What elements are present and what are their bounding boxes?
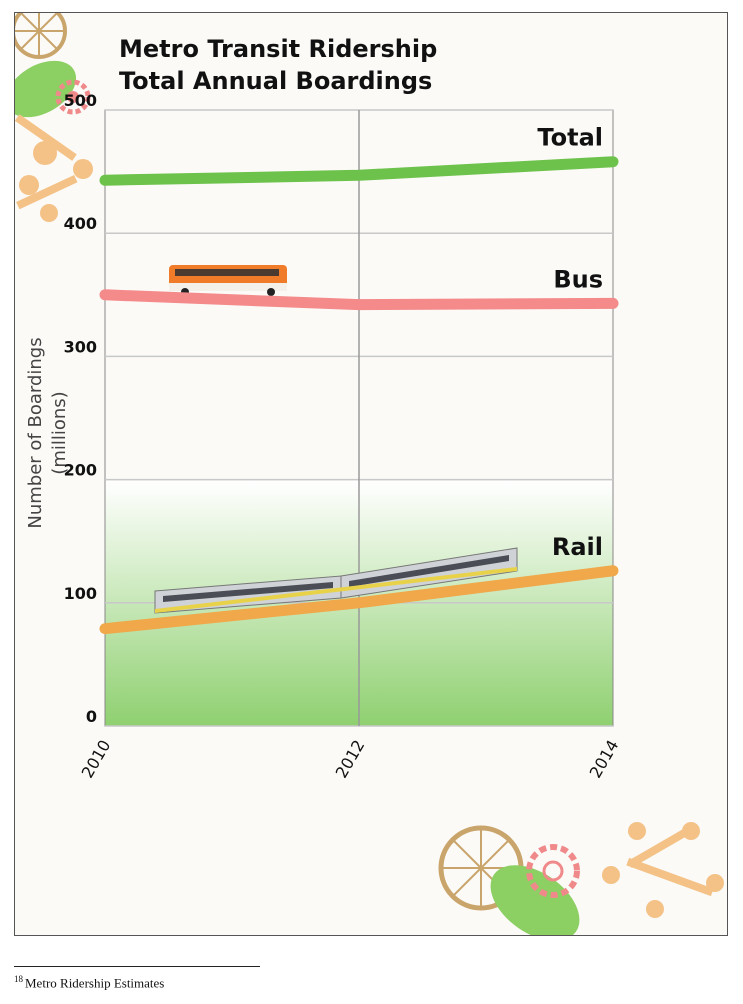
decorative-people-icon bbox=[602, 822, 724, 918]
data-point-rail bbox=[612, 569, 614, 572]
data-point-bus bbox=[104, 293, 106, 296]
series-layer bbox=[99, 156, 619, 635]
footnote: 18 Metro Ridership Estimates bbox=[14, 974, 164, 991]
chart-canvas: 0 100 200 300 400 500 2010 2012 2014 Number of … bbox=[15, 13, 724, 935]
data-point-bus bbox=[612, 302, 614, 305]
footnote-number: 18 bbox=[14, 974, 23, 984]
data-point-rail bbox=[104, 627, 106, 630]
decorative-wheel-icon bbox=[15, 13, 67, 59]
gridlines bbox=[105, 109, 613, 727]
y-axis-ticks: 0 100 200 300 400 500 bbox=[64, 91, 97, 726]
chart-title-block: Metro Transit Ridership Total Annual Boa… bbox=[119, 33, 437, 97]
series-label-bus: Bus bbox=[553, 265, 603, 293]
decorative-leaf-icon bbox=[15, 60, 77, 118]
series-label-rail: Rail bbox=[552, 533, 603, 561]
series-labels: Total Bus Rail bbox=[537, 124, 603, 561]
series-label-total: Total bbox=[537, 124, 603, 152]
y-tick-label: 100 bbox=[64, 584, 97, 603]
y-tick-label: 300 bbox=[64, 337, 97, 356]
data-point-total bbox=[612, 160, 614, 163]
x-axis-ticks: 2010 2012 2014 bbox=[78, 737, 623, 782]
y-axis-unit-label: (millions) bbox=[49, 391, 70, 474]
data-point-rail bbox=[358, 601, 360, 604]
y-axis-label: Number of Boardings bbox=[25, 337, 46, 528]
y-tick-label: 500 bbox=[64, 91, 97, 110]
footnote-rule bbox=[14, 966, 260, 967]
x-tick-label: 2010 bbox=[78, 737, 115, 782]
decorative-gear-icon bbox=[526, 844, 580, 898]
bus-illustration bbox=[169, 265, 287, 296]
y-tick-label: 0 bbox=[86, 707, 97, 726]
data-point-total bbox=[104, 179, 106, 182]
x-tick-label: 2014 bbox=[586, 737, 623, 782]
y-tick-label: 200 bbox=[64, 461, 97, 480]
data-point-bus bbox=[358, 303, 360, 306]
decorative-people-icon bbox=[15, 114, 93, 222]
decorative-gear-icon bbox=[55, 79, 91, 115]
x-tick-label: 2012 bbox=[332, 737, 369, 782]
rail-illustration bbox=[154, 547, 518, 614]
infographic-frame: 0 100 200 300 400 500 2010 2012 2014 Number of … bbox=[14, 12, 728, 936]
chart-subtitle: Total Annual Boardings bbox=[119, 67, 433, 95]
footnote-text: Metro Ridership Estimates bbox=[25, 975, 165, 991]
chart-title: Metro Transit Ridership bbox=[119, 35, 438, 63]
data-point-total bbox=[358, 174, 360, 177]
y-tick-label: 400 bbox=[64, 214, 97, 233]
decorative-leaf-icon bbox=[490, 865, 580, 935]
